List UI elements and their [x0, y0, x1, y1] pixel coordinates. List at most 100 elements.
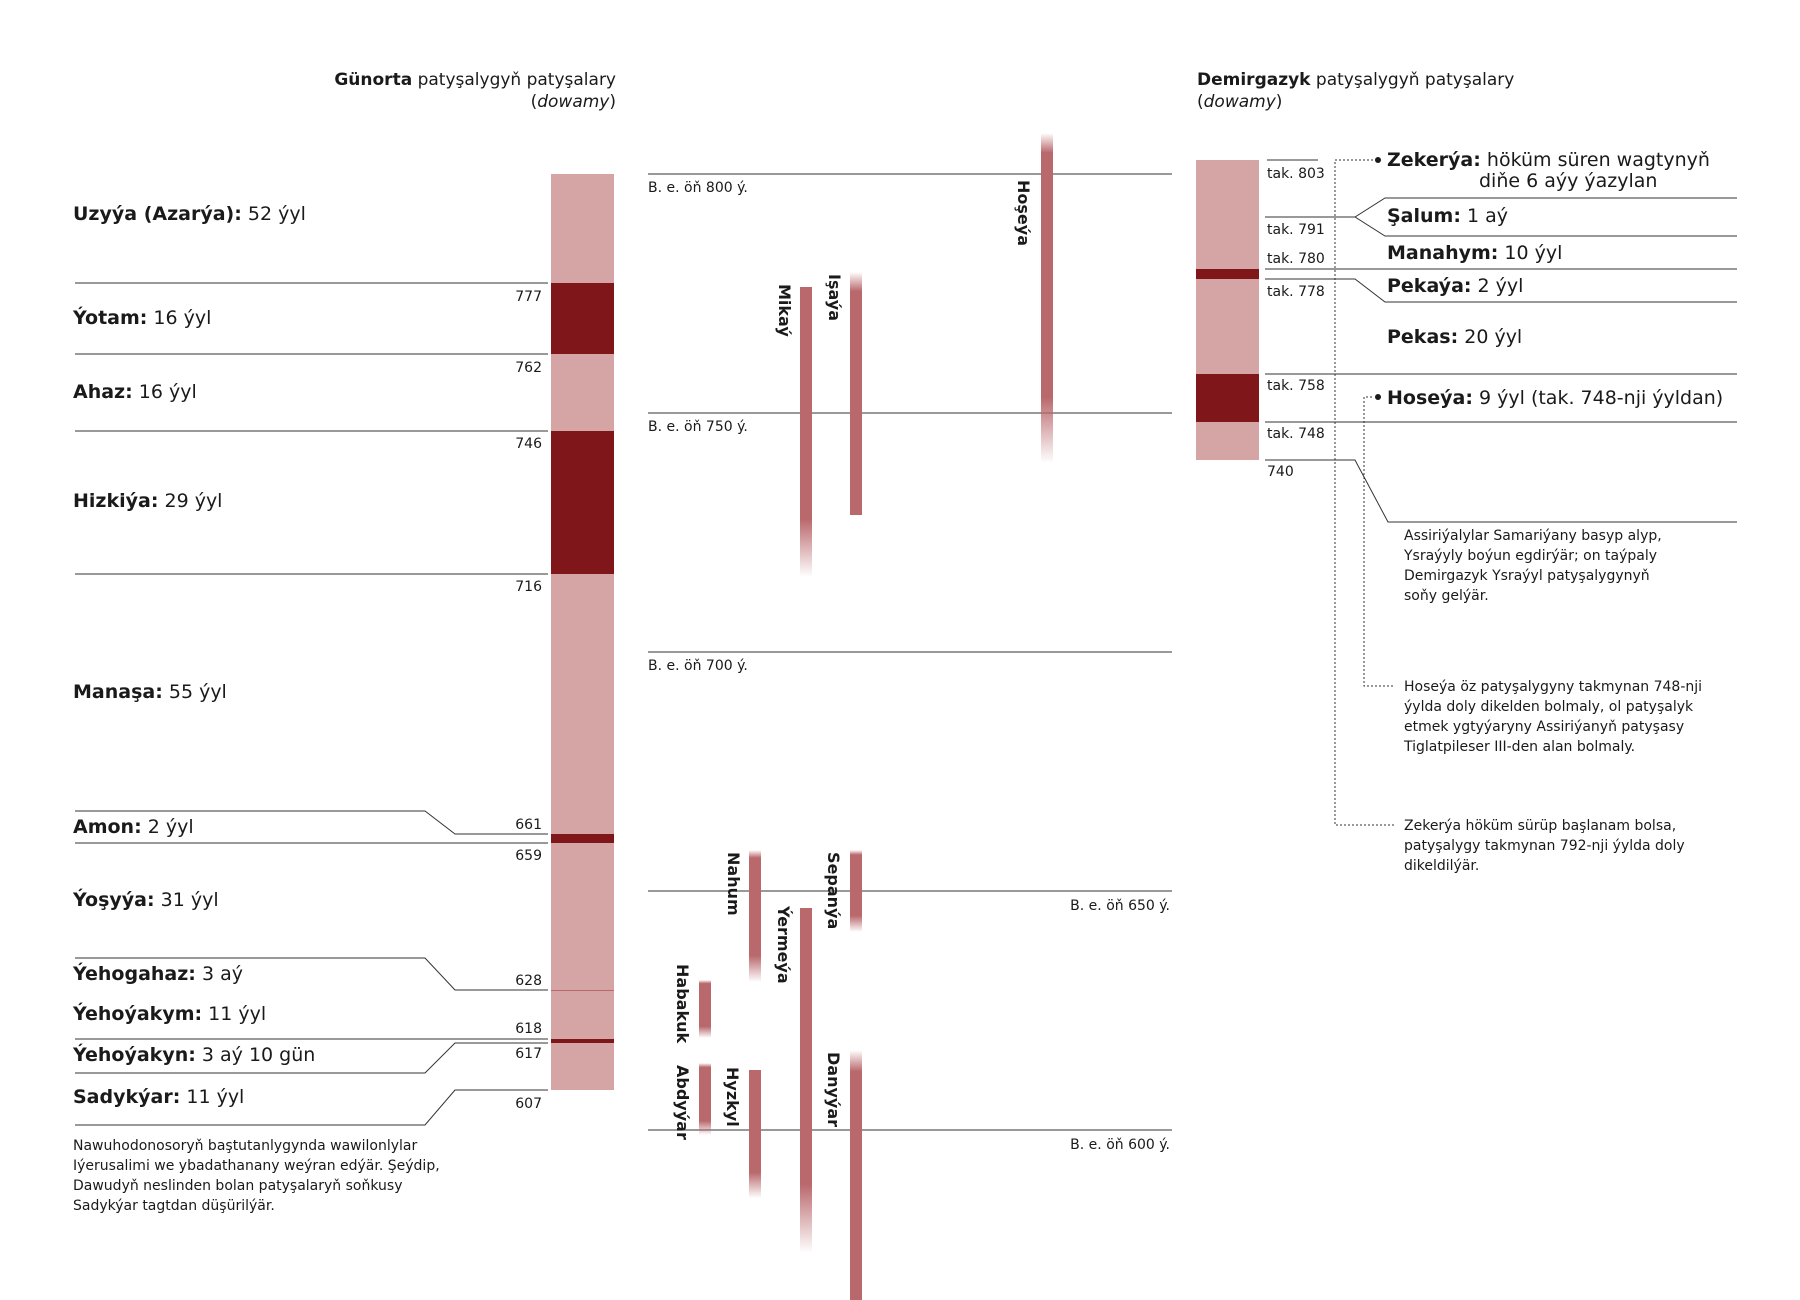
north-dividers: [1265, 159, 1737, 523]
prophet-bar-mikay: [800, 287, 812, 577]
bullet-icon: [1375, 394, 1381, 400]
king-ahaz: Ahaz: 16 ýyl: [73, 381, 197, 403]
year-label: 661: [515, 817, 542, 833]
year-label: 628: [515, 973, 542, 989]
reign-segment-manasa: [551, 574, 614, 834]
note-line: patyşalygy takmynan 792-nji ýylda doly: [1404, 838, 1685, 854]
king-yehogahaz: Ýehogahaz: 3 aý: [72, 961, 243, 985]
north-kings: Zekerýa: höküm süren wagtynyň diňe 6 aýy…: [1387, 149, 1723, 409]
year-label: tak. 778: [1267, 284, 1325, 300]
king-zekerya-reign: diňe 6 aýy ýazylan: [1479, 170, 1657, 192]
king-pekas: Pekas: 20 ýyl: [1387, 326, 1522, 348]
prophet-name-yermeya: Ýermeýa: [774, 905, 793, 984]
note-line: Dawudyň neslinden bolan patyşalaryň soňk…: [73, 1178, 403, 1194]
note-line: soňy gelýär.: [1404, 588, 1489, 604]
reign-segment-sadykyar: [551, 1043, 614, 1090]
era-label: B. e. öň 750 ý.: [648, 419, 748, 435]
south-header-sub: (dowamy): [531, 92, 616, 112]
king-sadykyar: Sadykýar: 11 ýyl: [73, 1086, 244, 1108]
year-label: 716: [515, 579, 542, 595]
south-header: Günorta patyşalygyň patyşalary: [334, 70, 616, 90]
north-header-sub: (dowamy): [1197, 92, 1282, 112]
year-label: 762: [515, 360, 542, 376]
south-reign-bar: [551, 174, 614, 1090]
era-lines: [648, 173, 1172, 1131]
reign-segment-yehoyakym: [551, 991, 614, 1039]
era-labels: B. e. öň 800 ý. B. e. öň 750 ý. B. e. öň…: [648, 180, 1170, 1153]
note-line: etmek ygtyýaryny Assiriýanyň patyşasy: [1404, 719, 1684, 735]
year-label: 659: [515, 848, 542, 864]
note-line: Ysraýyly boýun egdirýär; on taýpaly: [1403, 548, 1657, 564]
prophet-bar-sepanya: [850, 850, 862, 932]
note-line: Sadykýar tagtdan düşürilýär.: [73, 1198, 275, 1214]
reign-segment-yotam: [551, 283, 614, 354]
reign-segment-ahaz: [551, 354, 614, 431]
king-yotam: Ýotam: 16 ýyl: [72, 305, 211, 329]
north-notes: Assiriýalylar Samariýany basyp alyp, Ysr…: [1403, 528, 1702, 874]
prophet-bar-abdyyar: [699, 1063, 711, 1135]
prophet-name-sepanya: Sepanýa: [824, 852, 843, 929]
king-yosyya: Ýoşyýa: 31 ýyl: [72, 887, 219, 911]
year-label: 607: [515, 1096, 542, 1112]
year-label: tak. 791: [1267, 222, 1325, 238]
king-yehoyakyn: Ýehoýakyn: 3 aý 10 gün: [72, 1042, 315, 1066]
prophet-name-danyyar: Danyýar: [824, 1052, 843, 1127]
era-label: B. e. öň 800 ý.: [648, 180, 748, 196]
year-label: 777: [515, 289, 542, 305]
note-line: Nawuhodonosoryň baştutanlygynda wawilonl…: [73, 1138, 417, 1154]
prophet-name-nahum: Nahum: [724, 852, 743, 916]
era-label: B. e. öň 600 ý.: [1070, 1137, 1170, 1153]
south-years: 777 762 746 716 661 659 628 618 617 607: [515, 289, 542, 1112]
prophet-bar-hyzkyl: [749, 1070, 761, 1198]
king-manahym: Manahym: 10 ýyl: [1387, 242, 1562, 264]
prophet-names: Hoşeýa Mikaý Işaýa Nahum Sepanýa Ýermeýa…: [673, 180, 1033, 1140]
prophet-bars: [699, 133, 1053, 1300]
prophet-name-abdyyar: Abdyýar: [673, 1065, 692, 1140]
year-label: tak. 780: [1267, 251, 1325, 267]
note-line: ýylda doly dikelden bolmaly, ol patyşaly…: [1404, 699, 1694, 715]
reign-segment-yosyya: [551, 843, 614, 990]
south-dividers: [75, 282, 548, 1126]
year-label: tak. 758: [1267, 378, 1325, 394]
king-amon: Amon: 2 ýyl: [73, 816, 194, 838]
king-yehoyakym: Ýehoýakym: 11 ýyl: [72, 1001, 266, 1025]
note-line: Assiriýalylar Samariýany basyp alyp,: [1404, 528, 1662, 544]
era-label: B. e. öň 650 ý.: [1070, 898, 1170, 914]
reign-segment-yehoyakyn: [551, 1039, 614, 1043]
note-line: Tiglatpileser III-den alan bolmaly.: [1403, 739, 1635, 755]
king-hizkiya: Hizkiýa: 29 ýyl: [73, 490, 222, 512]
prophet-bar-isaya: [850, 272, 862, 515]
year-label: 740: [1267, 464, 1294, 480]
prophet-bar-hoseya: [1041, 133, 1053, 463]
king-manasa: Manaşa: 55 ýyl: [73, 681, 227, 703]
prophet-bar-habakuk: [699, 980, 711, 1038]
prophet-name-isaya: Işaýa: [825, 274, 844, 321]
prophet-name-hoseya: Hoşeýa: [1014, 180, 1033, 246]
prophet-bar-nahum: [749, 850, 761, 982]
year-label: 746: [515, 436, 542, 452]
reign-segment-uzyya: [551, 174, 614, 283]
king-salum: Şalum: 1 aý: [1387, 205, 1508, 227]
king-pekaya: Pekaýa: 2 ýyl: [1387, 275, 1523, 297]
north-reign-bar: [1196, 160, 1259, 460]
reign-segment-hoseya-late: [1196, 422, 1259, 460]
north-note-connectors: [1334, 159, 1394, 826]
reign-segment-yehogahaz: [551, 990, 614, 992]
note-line: Demirgazyk Ysraýyl patyşalygynyň: [1404, 568, 1650, 584]
south-note: Nawuhodonosoryň baştutanlygynda wawilonl…: [73, 1138, 440, 1214]
prophet-bar-danyyar: [850, 1050, 862, 1300]
reign-segment-zekerya: [1196, 160, 1259, 217]
year-label: tak. 748: [1267, 426, 1325, 442]
year-label: 618: [515, 1021, 542, 1037]
reign-segment-hizkiya: [551, 431, 614, 574]
prophet-name-habakuk: Habakuk: [673, 964, 692, 1043]
year-label: tak. 803: [1267, 166, 1325, 182]
south-kings: Uzyýa (Azarýa): 52 ýyl Ýotam: 16 ýyl Aha…: [72, 203, 315, 1108]
prophet-name-mikay: Mikaý: [775, 284, 794, 337]
north-header: Demirgazyk patyşalygyň patyşalary: [1197, 70, 1514, 90]
king-hoseya: Hoseýa: 9 ýyl (tak. 748-nji ýyldan): [1387, 387, 1723, 409]
prophet-name-hyzkyl: Hyzkyl: [723, 1067, 742, 1127]
year-label: 617: [515, 1046, 542, 1062]
reign-segment-manahym: [1196, 217, 1259, 269]
